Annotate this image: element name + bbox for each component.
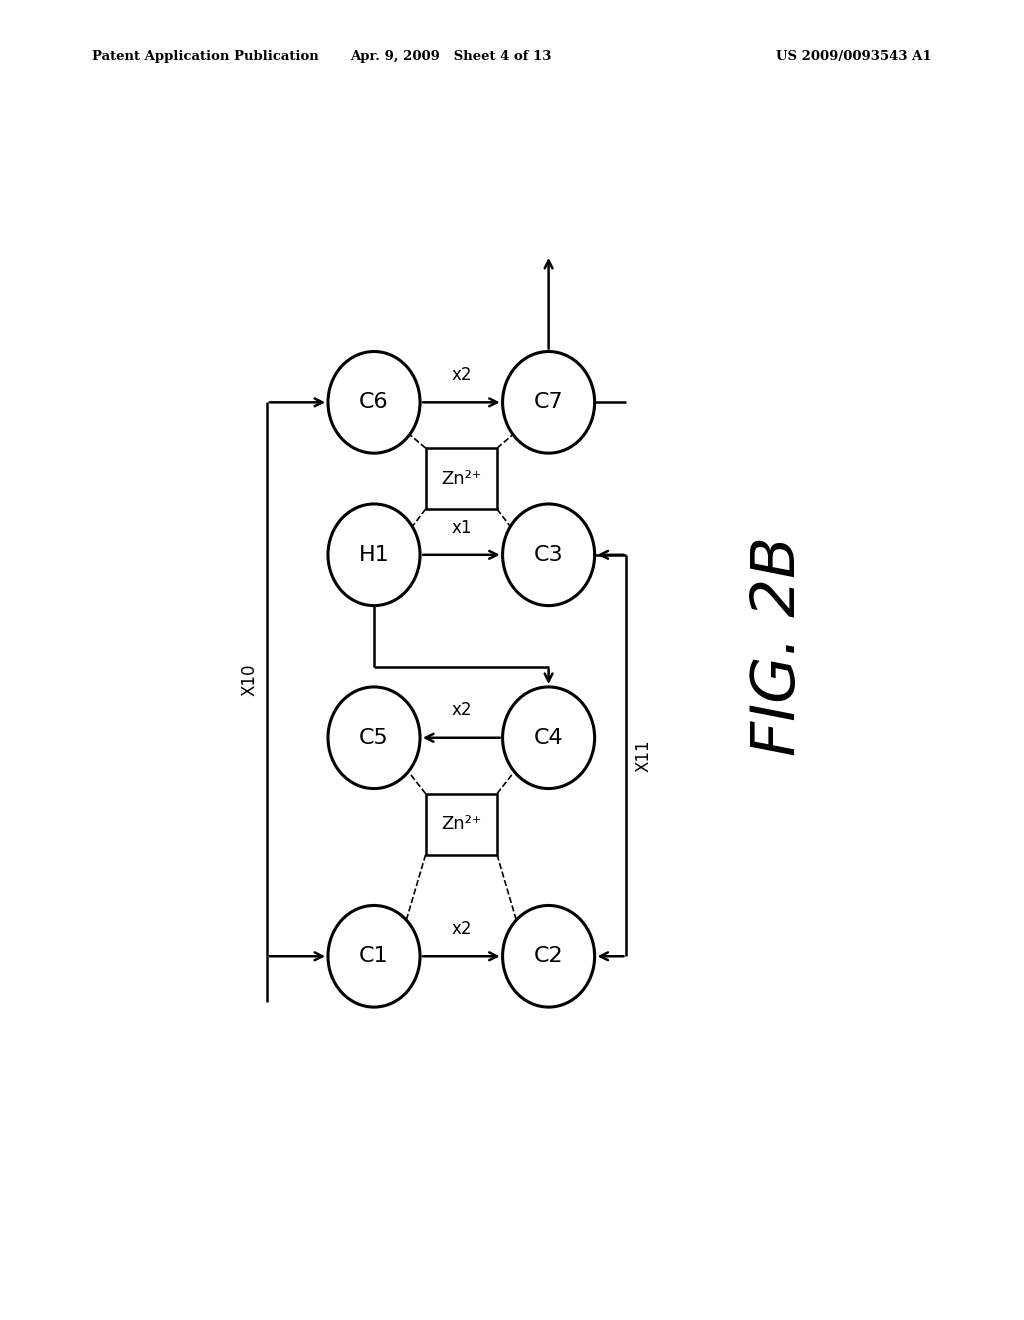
Text: X11: X11 xyxy=(635,739,653,772)
Text: US 2009/0093543 A1: US 2009/0093543 A1 xyxy=(776,50,932,63)
Ellipse shape xyxy=(328,686,420,788)
Text: x2: x2 xyxy=(451,701,472,719)
Text: Apr. 9, 2009   Sheet 4 of 13: Apr. 9, 2009 Sheet 4 of 13 xyxy=(350,50,551,63)
FancyBboxPatch shape xyxy=(426,793,497,854)
Text: Patent Application Publication: Patent Application Publication xyxy=(92,50,318,63)
Text: C5: C5 xyxy=(359,727,389,747)
Ellipse shape xyxy=(503,686,595,788)
Ellipse shape xyxy=(503,504,595,606)
Text: C3: C3 xyxy=(534,545,563,565)
Text: Zn²⁺: Zn²⁺ xyxy=(441,470,481,487)
Ellipse shape xyxy=(328,906,420,1007)
Text: C1: C1 xyxy=(359,946,389,966)
Text: C4: C4 xyxy=(534,727,563,747)
Text: Zn²⁺: Zn²⁺ xyxy=(441,816,481,833)
Text: x1: x1 xyxy=(451,519,472,536)
FancyBboxPatch shape xyxy=(426,447,497,510)
Text: C7: C7 xyxy=(534,392,563,412)
Ellipse shape xyxy=(503,906,595,1007)
Ellipse shape xyxy=(503,351,595,453)
Text: X10: X10 xyxy=(241,663,258,696)
Text: FIG. 2B: FIG. 2B xyxy=(750,536,808,756)
Ellipse shape xyxy=(328,504,420,606)
Text: H1: H1 xyxy=(358,545,389,565)
Text: C2: C2 xyxy=(534,946,563,966)
Text: x2: x2 xyxy=(451,366,472,384)
Text: C6: C6 xyxy=(359,392,389,412)
Ellipse shape xyxy=(328,351,420,453)
Text: x2: x2 xyxy=(451,920,472,939)
